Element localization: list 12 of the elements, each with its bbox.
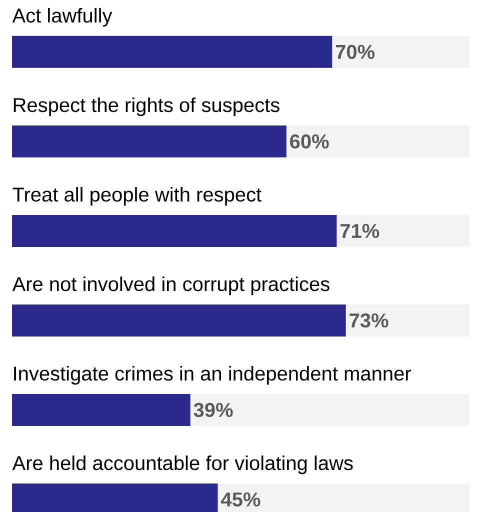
data-label: 60% [290, 134, 329, 149]
data-label: 39% [194, 402, 233, 418]
data-label: 70% [336, 44, 375, 59]
y-tick-label: Respect the rights of suspects [14, 97, 280, 116]
data-label: 73% [350, 313, 388, 328]
data-label: 71% [340, 224, 380, 238]
y-tick-label: Are held accountable for violating laws [12, 456, 353, 474]
y-tick-label: Act lawfully [12, 8, 112, 27]
y-tick-label: Investigate crimes in an independent manner [14, 366, 411, 385]
y-tick-label: Treat all people with respect [12, 186, 262, 206]
data-label: 45% [221, 492, 260, 507]
y-tick-label: Are not involved in corrupt practices [12, 276, 330, 296]
